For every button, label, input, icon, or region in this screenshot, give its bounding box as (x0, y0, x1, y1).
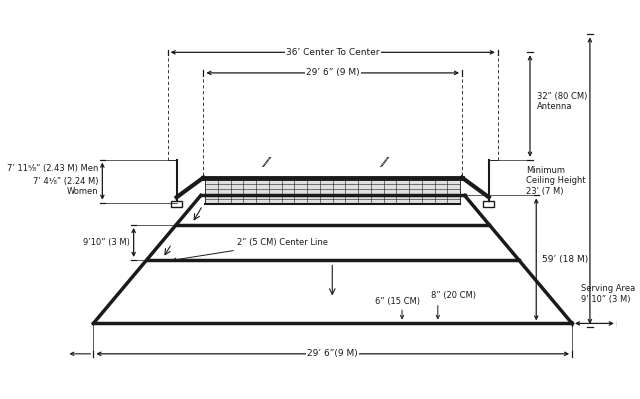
Text: Minimum
Ceiling Height
23’ (7 M): Minimum Ceiling Height 23’ (7 M) (526, 166, 586, 196)
Text: 9’10” (3 M): 9’10” (3 M) (83, 238, 130, 247)
Bar (172, 201, 182, 207)
Text: 2” (5 CM) Center Line: 2” (5 CM) Center Line (173, 238, 328, 261)
Text: 7’ 4¹⁄₈” (2.24 M): 7’ 4¹⁄₈” (2.24 M) (33, 177, 99, 186)
Text: 32” (80 CM)
Antenna: 32” (80 CM) Antenna (537, 92, 588, 111)
Text: ⁄⁄: ⁄⁄ (264, 158, 268, 170)
Text: Serving Area
9’ 10” (3 M): Serving Area 9’ 10” (3 M) (581, 284, 636, 304)
Text: 29’ 6” (9 M): 29’ 6” (9 M) (306, 68, 360, 77)
Text: 8” (20 CM): 8” (20 CM) (431, 291, 476, 300)
Text: 29’ 6”(9 M): 29’ 6”(9 M) (307, 350, 358, 358)
Bar (483, 201, 494, 207)
Text: 36’ Center To Center: 36’ Center To Center (286, 48, 380, 57)
Text: ⁄⁄: ⁄⁄ (382, 158, 387, 170)
Text: 6” (15 CM): 6” (15 CM) (375, 296, 420, 306)
Text: 7’ 11⁵⁄₈” (2.43 M) Men: 7’ 11⁵⁄₈” (2.43 M) Men (8, 164, 99, 173)
Text: 59’ (18 M): 59’ (18 M) (541, 255, 588, 264)
Text: Women: Women (67, 186, 99, 196)
Polygon shape (205, 180, 460, 204)
